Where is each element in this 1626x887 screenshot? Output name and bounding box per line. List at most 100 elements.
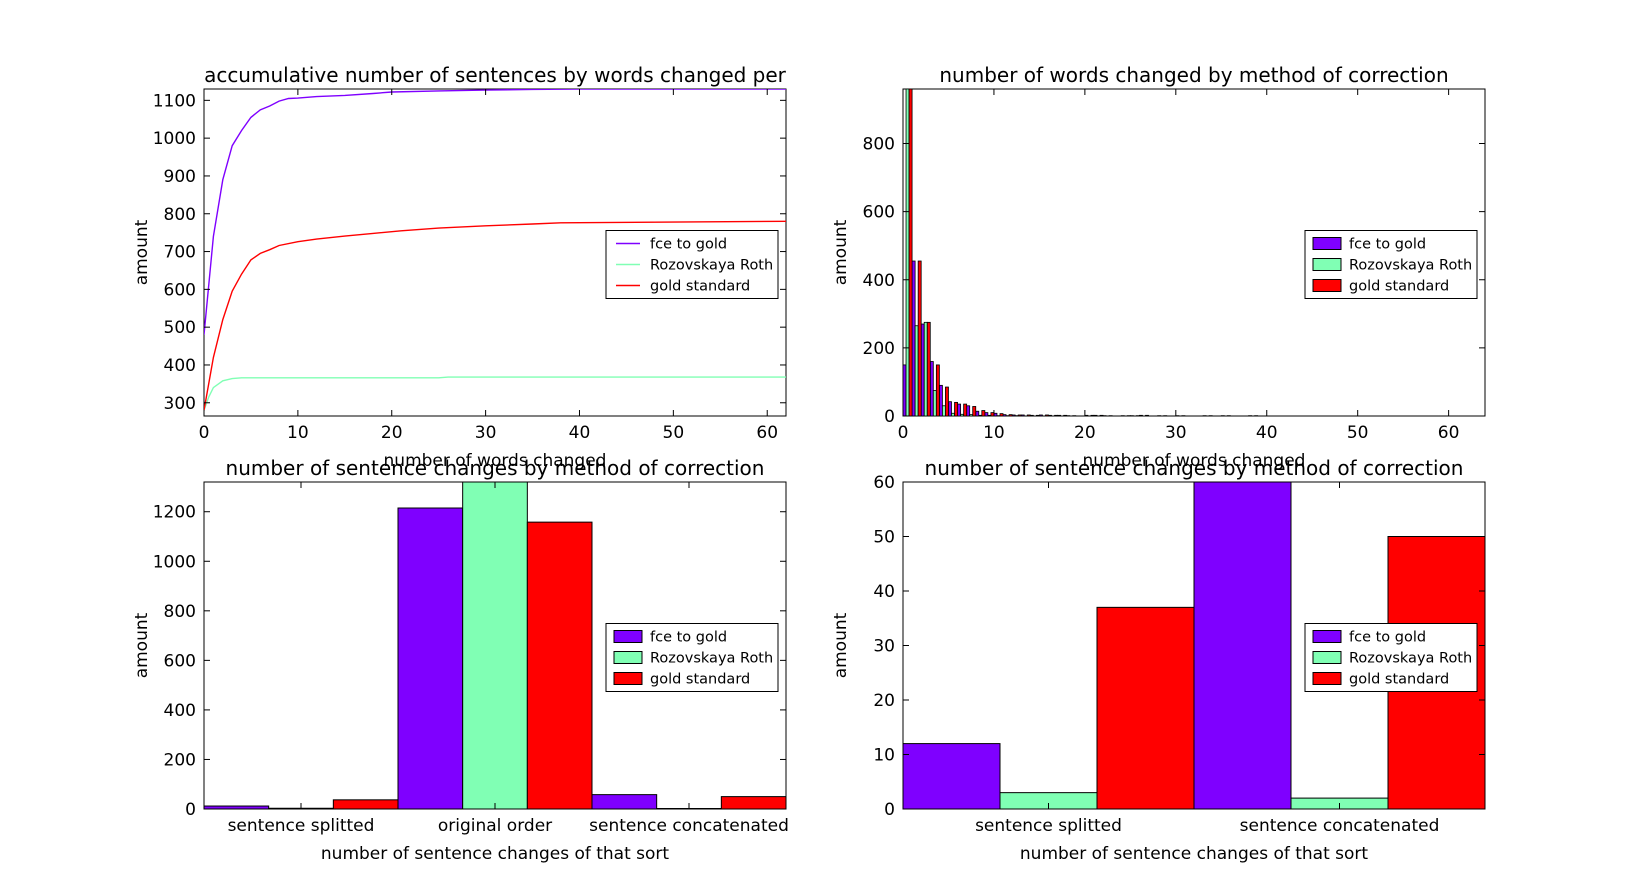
x-tick-label: 40 <box>1256 423 1278 443</box>
legend-label: gold standard <box>650 279 750 295</box>
legend-label: Rozovskaya Roth <box>650 258 773 274</box>
bar <box>332 799 399 810</box>
bar <box>397 507 464 810</box>
bar <box>911 260 916 417</box>
bar <box>938 384 943 417</box>
x-tick-label: sentence splitted <box>975 816 1122 836</box>
bar <box>1093 414 1098 417</box>
x-tick-label: 10 <box>983 423 1005 443</box>
x-axis-label: number of words changed <box>1083 451 1306 471</box>
legend: fce to gold Rozovskaya Roth gold standard <box>1304 230 1478 299</box>
legend-swatch <box>1312 237 1342 250</box>
bar <box>917 260 922 417</box>
legend-swatch <box>1312 279 1342 292</box>
chart-title: number of words changed by method of cor… <box>939 63 1448 87</box>
bar <box>1139 414 1143 417</box>
y-tick-label: 60 <box>873 473 895 493</box>
bar <box>203 805 270 810</box>
y-tick-label: 1000 <box>153 129 196 149</box>
bar <box>935 364 940 417</box>
bar <box>978 414 983 417</box>
legend-label: gold standard <box>650 672 750 688</box>
y-tick-label: 700 <box>164 243 196 263</box>
bar <box>1026 414 1031 417</box>
bar <box>1017 414 1022 417</box>
x-tick-label: 0 <box>199 423 210 443</box>
series-line-1 <box>204 376 786 411</box>
bar <box>1048 414 1052 417</box>
bar <box>984 412 989 417</box>
x-tick-label: sentence splitted <box>228 816 375 836</box>
y-tick-label: 800 <box>863 135 895 155</box>
y-tick-label: 1000 <box>153 552 196 572</box>
chart-sentence-changes-all: number of sentence changes by method of … <box>132 456 789 864</box>
y-tick-label: 0 <box>884 800 895 820</box>
bar <box>1193 481 1292 810</box>
x-tick-label: 10 <box>287 423 309 443</box>
y-tick-label: 600 <box>164 280 196 300</box>
bar <box>908 88 913 417</box>
legend-label: fce to gold <box>650 237 727 253</box>
bar <box>526 521 593 810</box>
bar <box>1145 414 1149 417</box>
legend-label: Rozovskaya Roth <box>1349 651 1472 667</box>
x-tick-label: 40 <box>569 423 591 443</box>
x-tick-label: sentence concatenated <box>1240 816 1440 836</box>
chart-title: number of sentence changes by method of … <box>226 456 765 480</box>
bar <box>969 414 974 417</box>
legend-swatch <box>1312 651 1342 664</box>
bar <box>948 401 952 417</box>
y-tick-label: 10 <box>873 746 895 766</box>
x-tick-label: 30 <box>1165 423 1187 443</box>
bar <box>920 323 925 417</box>
bar <box>1054 414 1058 417</box>
x-tick-label: 20 <box>381 423 403 443</box>
y-tick-label: 40 <box>873 582 895 602</box>
x-axis-label: number of sentence changes of that sort <box>1020 844 1369 864</box>
legend-swatch <box>613 630 643 643</box>
plot-frame <box>203 88 787 417</box>
legend: fce to gold Rozovskaya Roth gold standard <box>605 230 779 299</box>
bar <box>1099 414 1104 417</box>
bar <box>960 413 965 417</box>
legend-swatch <box>1312 672 1342 685</box>
bar <box>902 743 1001 810</box>
x-tick-label: 60 <box>1438 423 1460 443</box>
bar <box>914 325 919 417</box>
x-axis-label: number of sentence changes of that sort <box>321 844 670 864</box>
bar <box>1057 414 1062 417</box>
y-tick-label: 800 <box>164 205 196 225</box>
bar <box>902 364 907 417</box>
y-axis-label: amount <box>132 219 152 285</box>
y-tick-label: 1100 <box>153 91 196 111</box>
legend-swatch <box>613 672 643 685</box>
bar <box>963 403 968 417</box>
chart-sentence-changes-reordered: number of sentence changes by method of … <box>831 456 1486 864</box>
y-tick-label: 50 <box>873 528 895 548</box>
legend-label: Rozovskaya Roth <box>1349 258 1472 274</box>
y-tick-label: 30 <box>873 637 895 657</box>
plot-frame <box>902 88 1486 417</box>
x-tick-label: sentence concatenated <box>589 816 789 836</box>
bar <box>975 410 980 417</box>
bar <box>966 405 971 417</box>
y-tick-label: 500 <box>164 318 196 338</box>
bar <box>942 405 946 417</box>
x-tick-label: 30 <box>475 423 497 443</box>
legend-swatch <box>1312 258 1342 271</box>
bar <box>972 406 977 417</box>
bar <box>981 410 986 417</box>
x-tick-label: 0 <box>898 423 909 443</box>
bar <box>926 321 931 417</box>
legend: fce to gold Rozovskaya Roth gold standard <box>1304 623 1478 692</box>
y-tick-label: 0 <box>884 407 895 427</box>
bar <box>932 390 937 417</box>
y-tick-label: 400 <box>164 356 196 376</box>
bar <box>1008 414 1013 417</box>
x-tick-label: 50 <box>1347 423 1369 443</box>
x-tick-label: original order <box>438 816 552 836</box>
y-tick-label: 200 <box>164 750 196 770</box>
chart-title: number of sentence changes by method of … <box>925 456 1464 480</box>
bar <box>1035 414 1040 417</box>
